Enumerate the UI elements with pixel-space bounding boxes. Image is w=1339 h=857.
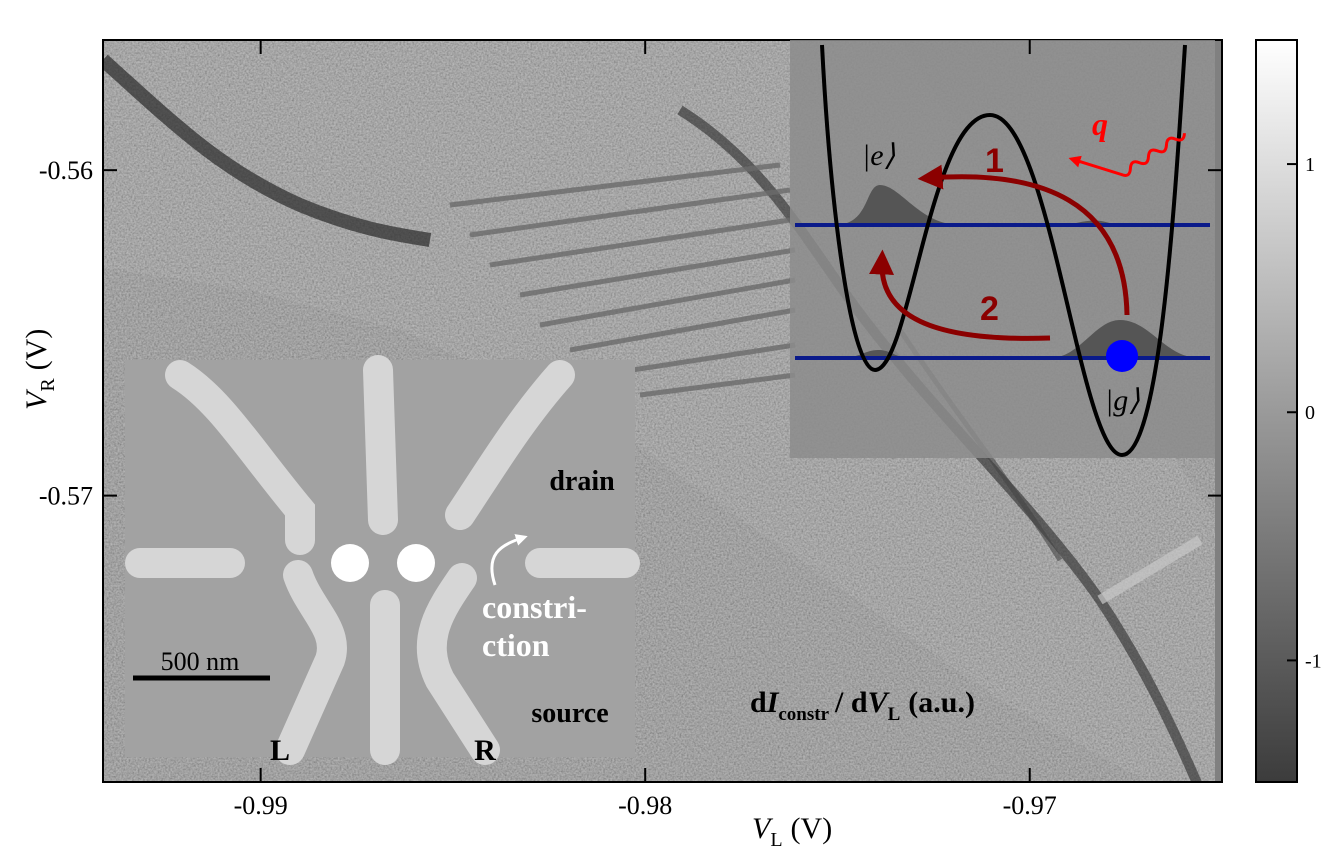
cb-sub: constr — [778, 704, 829, 725]
ground-label: |g⟩ — [1105, 384, 1140, 417]
x-tick-label: -0.99 — [234, 791, 288, 820]
y-sub: R — [37, 378, 59, 392]
scale-label: 500 nm — [161, 647, 240, 676]
y-tick-label: -0.56 — [39, 156, 93, 185]
x-axis-label: VL (V) — [752, 812, 832, 851]
x-var: V — [752, 812, 774, 845]
level-inset: |e⟩ |g⟩ 1 2 q — [790, 40, 1215, 458]
gate-r: R — [474, 734, 496, 767]
gate-l: L — [270, 734, 290, 767]
cb-d: d — [750, 686, 767, 719]
cb-i: I — [766, 686, 780, 719]
constriction-label: ction — [482, 627, 550, 663]
x-tick-label: -0.98 — [618, 791, 672, 820]
colorbar-label: dIconstr / dVL (a.u.) — [750, 686, 975, 725]
colorbar — [1255, 39, 1298, 783]
cb-mid: / d — [834, 686, 868, 719]
x-tick-label: -0.97 — [1003, 791, 1057, 820]
colorbar-tick-label: 0 — [1305, 402, 1315, 424]
y-var: V — [20, 388, 53, 410]
cb-v: V — [868, 686, 891, 719]
y-tick-label: -0.57 — [39, 482, 93, 511]
cb-unit: (a.u.) — [908, 686, 975, 719]
path-2: 2 — [980, 290, 999, 328]
colorbar-tick-label: -1 — [1305, 650, 1322, 672]
drain-label: drain — [549, 466, 615, 497]
colorbar-tick-label: 1 — [1305, 154, 1315, 176]
x-unit: (V) — [791, 812, 833, 845]
constriction-label: constri- — [482, 589, 587, 625]
photon: q — [1092, 106, 1108, 142]
excited-label: |e⟩ — [862, 139, 896, 172]
source-label: source — [531, 698, 608, 729]
y-axis-label: VR (V) — [20, 329, 59, 410]
sem-inset: 500 nm drain constri- ction source L R — [125, 355, 640, 767]
path-1: 1 — [985, 142, 1004, 180]
y-unit: (V) — [20, 329, 53, 371]
x-sub: L — [770, 829, 782, 851]
cb-sub: L — [888, 704, 901, 725]
plot-frame — [102, 39, 1223, 783]
